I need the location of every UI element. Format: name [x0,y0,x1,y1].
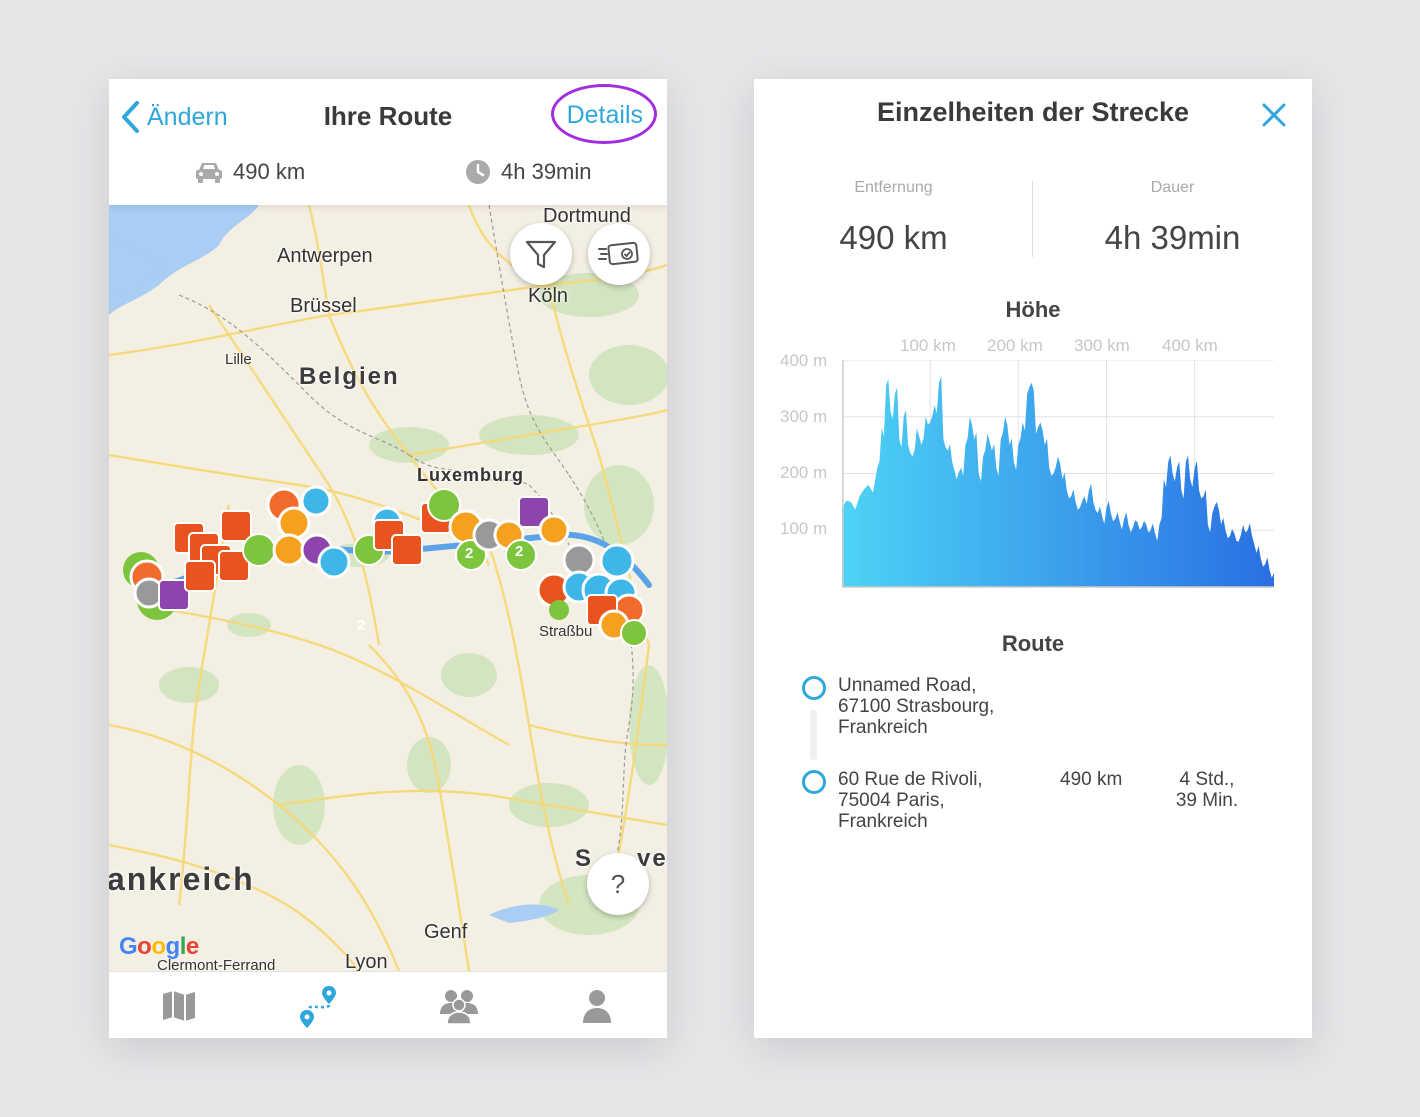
tab-bar [109,971,667,1038]
chevron-left-icon [122,101,139,133]
duration-stat: 4h 39min [465,157,592,187]
route-header: Ändern Ihre Route Details 490 km [109,79,667,205]
elevation-area [842,375,1274,587]
map-label-frankreich: ankreich [109,861,255,897]
distance-value: 490 km [839,219,948,256]
x-tick-label: 300 km [1074,336,1130,355]
map-icon [163,991,195,1021]
tab-route[interactable] [289,982,349,1030]
y-tick-label: 400 m [780,351,828,370]
elevation-title: Höhe [1005,297,1061,322]
distance-column: Entfernung 490 km [754,179,1033,257]
route-icon [300,986,336,1028]
x-tick-label: 100 km [900,336,956,355]
community-icon [440,990,478,1024]
payment-card-button[interactable] [588,223,650,285]
map-label-genf: Genf [424,921,468,943]
cluster-count-badge[interactable]: 2 [465,545,474,562]
map-label-antwerpen: Antwerpen [277,245,373,267]
car-icon [196,163,222,183]
charging-markers[interactable] [123,485,648,647]
route-time: 4 Std., 39 Min. [1175,769,1239,811]
map-label-belgien: Belgien [299,363,400,390]
map-label-strassburg: Straßbu [539,623,593,640]
duration-column: Dauer 4h 39min [1033,179,1312,257]
route-map-screen: Ändern Ihre Route Details 490 km [109,79,667,1038]
route-address: 60 Rue de Rivoli, 75004 Paris, Frankreic… [838,769,983,832]
card-check-icon [598,241,639,266]
y-tick-label: 100 m [780,519,828,538]
map-label-luxemburg: Luxemburg [417,465,525,485]
tab-map[interactable] [149,982,209,1030]
route-summary: 490 km 4h 39min [109,157,667,197]
details-highlight-ring [551,84,657,144]
route-details-screen: Einzelheiten der Strecke Entfernung 490 … [754,79,1312,1038]
duration-label: Dauer [1150,179,1195,196]
profile-icon [583,990,611,1023]
route-address: Unnamed Road, 67100 Strasbourg, Frankrei… [838,675,995,738]
distance-label: Entfernung [854,179,933,196]
y-tick-label: 200 m [780,463,828,482]
help-label: ? [610,868,626,899]
duration-value: 4h 39min [501,159,592,184]
elevation-chart [842,360,1274,588]
tab-profile[interactable] [567,982,627,1030]
close-icon[interactable] [1256,97,1292,133]
clock-icon [466,160,490,184]
route-connector [810,710,817,760]
page-title: Einzelheiten der Strecke [876,97,1190,127]
map-label-clermont: Clermont-Ferrand [157,957,276,971]
cluster-count-badge[interactable]: 2 [357,617,366,634]
google-logo: Google [119,933,199,960]
map-label-schweiz-1: S [575,845,594,872]
divider [1032,181,1033,257]
map-label-bruessel: Brüssel [290,295,357,317]
waypoint-circle-icon [802,676,826,700]
distance-value: 490 km [233,159,306,184]
filter-icon [525,240,557,269]
waypoint-circle-icon [802,770,826,794]
back-button[interactable]: Ändern [121,97,228,137]
cluster-count-badge[interactable]: 2 [515,543,524,560]
route-map[interactable]: Dortmund Antwerpen Brüssel Köln Lille Be… [109,205,667,971]
distance-stat: 490 km [195,157,305,187]
tab-community[interactable] [429,982,489,1030]
map-label-lyon: Lyon [345,951,388,971]
back-label: Ändern [147,102,228,131]
help-button[interactable]: ? [587,853,649,915]
map-label-lille: Lille [225,351,252,368]
filter-button[interactable] [510,223,572,285]
y-tick-label: 300 m [780,407,828,426]
route-title: Route [1001,631,1065,656]
duration-value: 4h 39min [1104,219,1241,256]
map-label-koeln: Köln [528,285,569,307]
details-button[interactable]: Details [566,101,643,129]
x-tick-label: 400 km [1162,336,1218,355]
map-label-dortmund: Dortmund [543,205,631,227]
x-tick-label: 200 km [987,336,1043,355]
map-base [109,205,667,971]
route-distance: 490 km [1060,769,1123,790]
